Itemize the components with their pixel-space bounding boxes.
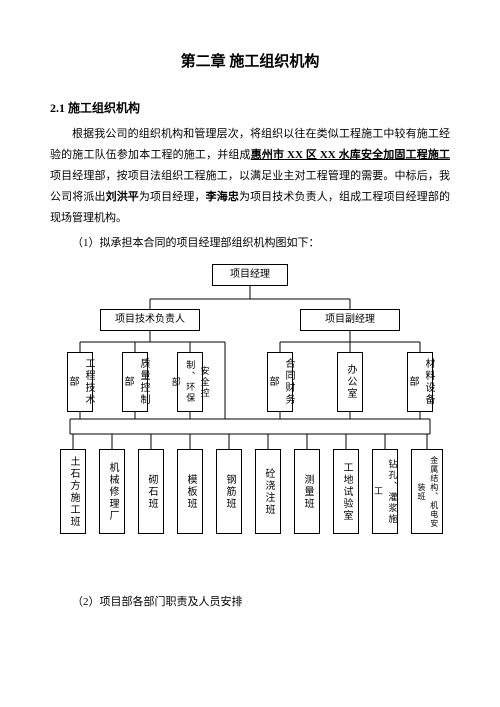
node-l4-4: 钢筋班 — [216, 449, 242, 534]
node-pm: 项目经理 — [212, 264, 288, 286]
node-l4-0: 土石方施工班 — [60, 449, 86, 534]
node-l3-5: 材料设备部 — [407, 352, 433, 412]
node-l4-1: 机械修理厂 — [99, 449, 125, 534]
node-l4-9: 金属结构、机电安装班 — [411, 449, 443, 534]
node-l4-7: 工地试验室 — [333, 449, 359, 534]
node-l3-0: 工程技术部 — [67, 352, 93, 412]
node-deputy-pm: 项目副经理 — [300, 309, 400, 331]
node-l4-5: 砼浇注班 — [255, 449, 281, 534]
org-chart: 项目经理 项目技术负责人 项目副经理 工程技术部 质量控制部 安全控制、环保部 … — [55, 264, 445, 574]
list-item-2: （2）项目部各部门职责及人员安排 — [50, 594, 450, 612]
node-l4-3: 模板班 — [177, 449, 203, 534]
node-l3-3: 合同财务部 — [267, 352, 293, 412]
paragraph-1: 根据我公司的组织机构和管理层次，将组织以往在类似工程施工中较有施工经验的施工队伍… — [50, 124, 450, 228]
para-text: 为项目经理， — [139, 191, 206, 203]
page-title: 第二章 施工组织机构 — [50, 50, 450, 74]
node-l4-6: 测量班 — [294, 449, 320, 534]
project-name: 惠州市 XX 区 XX 水库安全加固工程施工 — [251, 149, 450, 161]
node-l3-1: 质量控制部 — [122, 352, 148, 412]
tech-lead-name: 李海忠 — [206, 191, 239, 203]
node-l4-2: 砌石班 — [138, 449, 164, 534]
section-title: 2.1 施工组织机构 — [50, 99, 450, 118]
node-l3-2: 安全控制、环保部 — [177, 352, 203, 412]
node-tech-lead: 项目技术负责人 — [100, 309, 200, 331]
node-l3-4: 办公室 — [337, 352, 363, 412]
list-item-1: （1）拟承担本合同的项目经理部组织机构图如下： — [50, 235, 450, 253]
node-l4-8: 钻孔、灌浆施工 — [372, 449, 398, 534]
pm-name: 刘洪平 — [106, 191, 139, 203]
